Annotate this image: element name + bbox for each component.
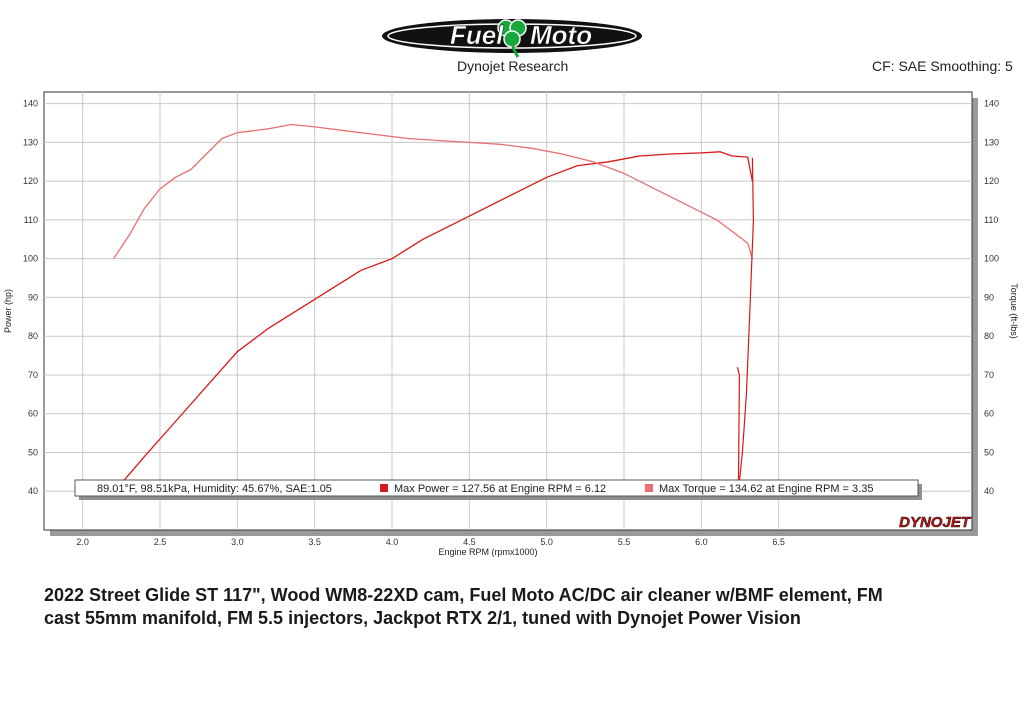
x-tick-label: 4.5: [463, 537, 476, 547]
x-tick-label: 4.0: [386, 537, 399, 547]
dyno-chart: 2.0 2.5 3.0 3.5 4.0 4.5 5.0 5.5 6.0 6.5 40 40 50 50 60…: [0, 80, 1025, 570]
fuel-moto-logo: Fuel Moto: [382, 19, 642, 58]
info-box: [74, 479, 919, 497]
x-tick-label: 6.0: [695, 537, 708, 547]
y-tick-label-right: 60: [984, 409, 994, 419]
y-tick-label-right: 140: [984, 99, 999, 109]
x-tick-label: 2.5: [154, 537, 167, 547]
x-tick-label: 3.0: [231, 537, 244, 547]
y-tick-label-left: 80: [28, 331, 38, 341]
y-axis-label-right: Torque (ft-lbs): [1009, 283, 1019, 339]
y-tick-label-right: 120: [984, 176, 999, 186]
y-tick-label-right: 130: [984, 137, 999, 147]
y-tick-label-right: 70: [984, 370, 994, 380]
y-tick-label-right: 40: [984, 486, 994, 496]
x-tick-label: 3.5: [308, 537, 321, 547]
x-tick-label: 5.5: [618, 537, 631, 547]
y-tick-label-left: 50: [28, 447, 38, 457]
x-tick-label: 6.5: [772, 537, 785, 547]
chart-subtitle: Dynojet Research: [457, 58, 569, 74]
y-tick-label-left: 40: [28, 486, 38, 496]
svg-text:Fuel: Fuel: [450, 20, 504, 50]
y-tick-label-left: 90: [28, 292, 38, 302]
x-axis-label: Engine RPM (rpmx1000): [438, 547, 537, 557]
y-tick-label-left: 110: [24, 215, 38, 225]
y-tick-label-left: 130: [23, 137, 38, 147]
y-tick-label-right: 50: [984, 447, 994, 457]
y-tick-label-left: 100: [23, 254, 38, 264]
plot-area: [43, 91, 973, 531]
max-power-text: Max Power = 127.56 at Engine RPM = 6.12: [394, 483, 606, 495]
chart-canvas: 2.0 2.5 3.0 3.5 4.0 4.5 5.0 5.5 6.0 6.5 40 40 50 50 60…: [3, 91, 1019, 557]
dynojet-brand: DYNOJET: [899, 514, 972, 531]
conditions-text: 89.01°F, 98.51kPa, Humidity: 45.67%, SAE…: [97, 483, 332, 495]
x-tick-label: 5.0: [540, 537, 553, 547]
max-power-legend-swatch: [380, 484, 388, 492]
y-tick-label-left: 140: [23, 99, 38, 109]
series-line-torque: [113, 123, 754, 260]
caption-line-1: 2022 Street Glide ST 117", Wood WM8-22XD…: [44, 585, 883, 605]
max-torque-legend-swatch: [645, 484, 653, 492]
y-tick-label-right: 100: [984, 254, 999, 264]
y-tick-label-right: 90: [984, 292, 994, 302]
caption-line-2: cast 55mm manifold, FM 5.5 injectors, Ja…: [44, 608, 801, 628]
y-axis-label-left: Power (hp): [3, 289, 13, 333]
y-tick-label-left: 60: [28, 409, 38, 419]
y-tick-label-left: 120: [23, 176, 38, 186]
x-tick-label: 2.0: [76, 537, 89, 547]
shamrock-icon: [497, 19, 527, 58]
svg-text:Moto: Moto: [530, 20, 592, 50]
series-line-power: [120, 151, 754, 484]
cf-smoothing-info: CF: SAE Smoothing: 5: [872, 58, 1013, 74]
max-torque-text: Max Torque = 134.62 at Engine RPM = 3.35: [659, 483, 873, 495]
rpm-dropoff-trace: [736, 157, 755, 492]
build-description: 2022 Street Glide ST 117", Wood WM8-22XD…: [44, 584, 994, 630]
y-tick-label-right: 110: [984, 215, 998, 225]
y-tick-label-right: 80: [984, 331, 994, 341]
y-tick-label-left: 70: [28, 370, 38, 380]
